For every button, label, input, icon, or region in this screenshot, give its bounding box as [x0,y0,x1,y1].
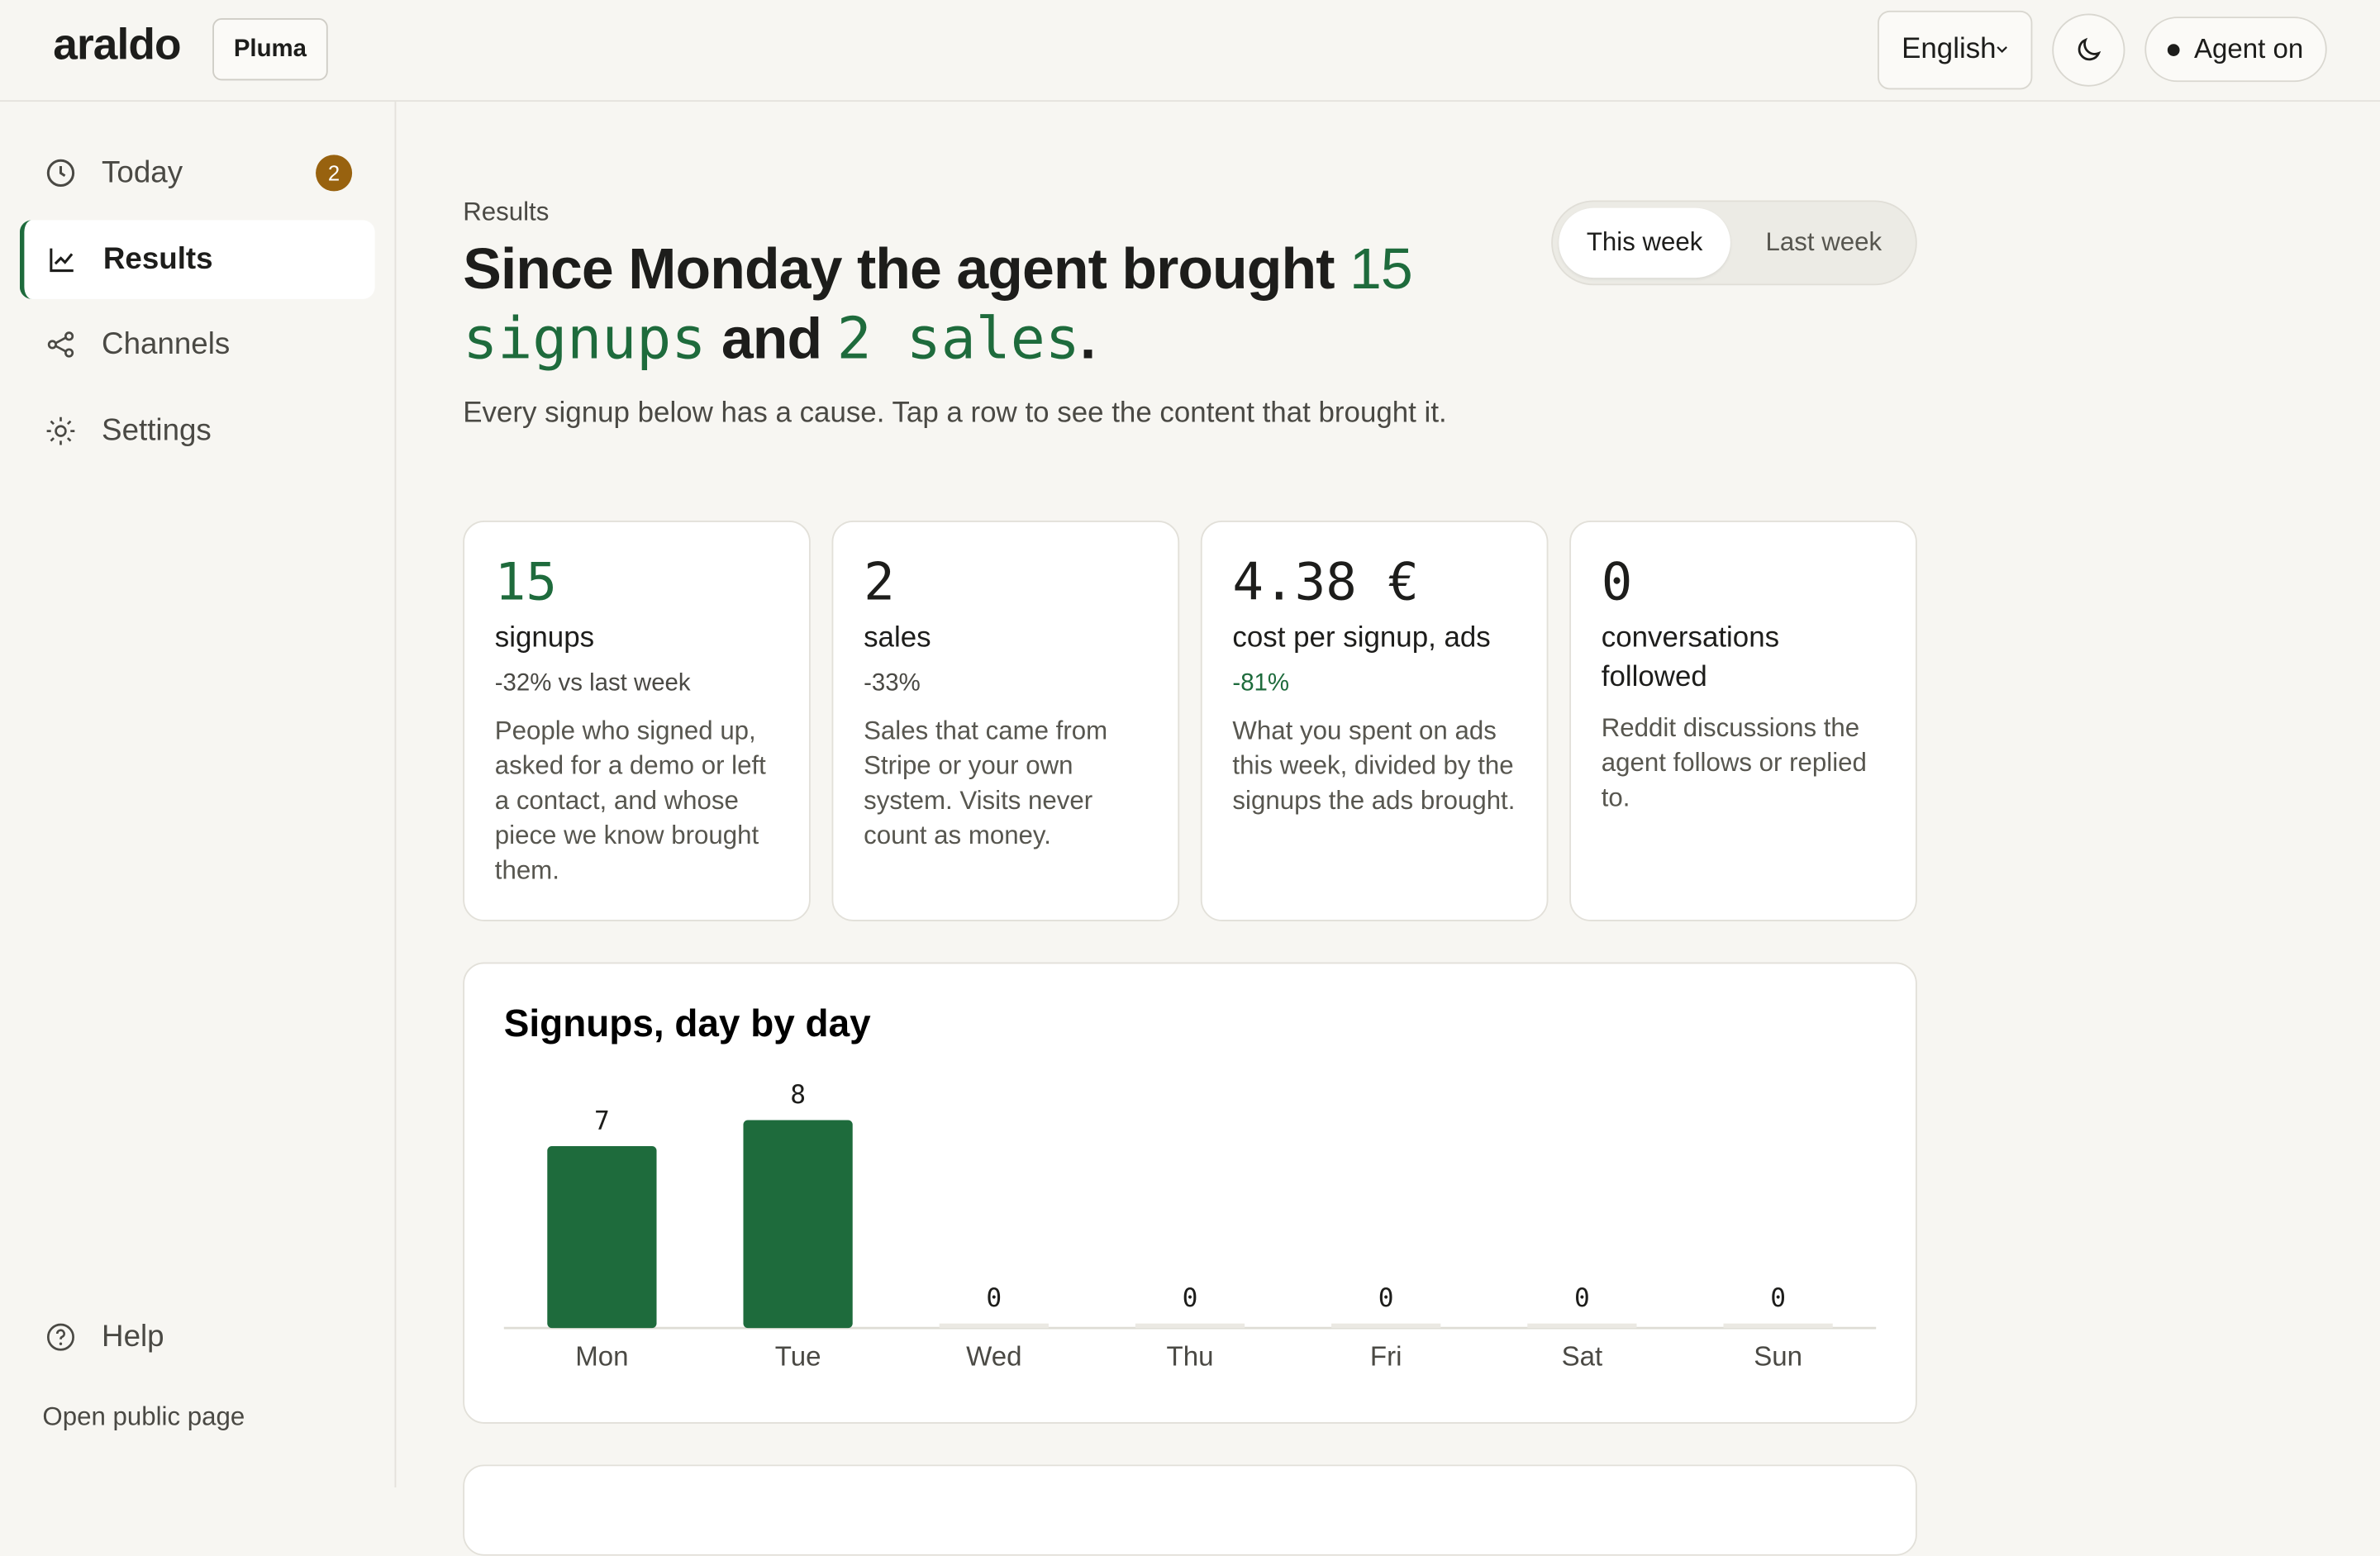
clock-icon [46,159,75,188]
kpi-label: sales [864,622,931,654]
value-label: 0 [1378,1283,1394,1313]
kpi-value: 15 [494,552,557,614]
headline-text: Since Monday the agent brought [463,238,1335,302]
bar-chart: Signups, day by day Mon 7 Tue 8 Wed 0 Thu 0 Fri 0… [503,1002,1877,1373]
chart-card: Signups, day by day Mon 7 Tue 8 Wed 0 Thu 0 Fri 0… [463,962,1917,1424]
nav-label: Today [102,155,183,189]
value-label: 0 [986,1283,1002,1313]
period-option[interactable]: Last week [1765,227,1883,257]
top-bar: araldo Pluma English Agent on [0,0,2380,102]
x-tick-label: Sat [1562,1342,1603,1373]
help-label: Help [102,1320,164,1354]
x-tick-label: Thu [1167,1342,1214,1373]
language-label: English [1902,33,1997,65]
logo[interactable]: araldo [53,21,181,70]
chart-title: Signups, day by day [504,1002,871,1044]
headline: Since Monday the agent brought 15 signup… [463,237,1526,375]
kpi-delta: -33% [864,670,921,697]
kpi-card: 4.38 € cost per signup, ads -81% What yo… [1200,521,1549,921]
value-label: 0 [1770,1283,1786,1313]
kpi-value: 4.38 € [1232,552,1420,614]
period-toggle: This week Last week [1551,200,1917,286]
value-label: 0 [1574,1283,1590,1313]
nav-item[interactable]: Today 2 [20,134,375,213]
headline-metric: signups [463,305,707,373]
help-link[interactable]: Help [20,1297,375,1377]
help-icon [46,1323,74,1351]
bar [547,1145,657,1329]
headline-text: and [721,307,822,373]
period-option[interactable]: This week [1559,207,1730,278]
bar [1331,1323,1441,1329]
headline-metric: 2 sales [836,305,1080,373]
kpi-description: Reddit discussions the agent follows or … [1601,713,1867,812]
kpi-value: 0 [1601,552,1633,614]
theme-toggle[interactable] [2052,13,2125,87]
status-dot [2168,43,2181,56]
kpi-description: People who signed up, asked for a demo o… [494,716,766,885]
kpi-label: signups [494,622,595,654]
kpi-card: 15 signups -32% vs last week People who … [463,521,811,921]
moon-icon [2078,37,2102,61]
x-tick-label: Wed [966,1342,1021,1373]
nav-badge: 2 [316,155,353,192]
kpi-description: Sales that came from Stripe or your own … [864,716,1108,850]
x-tick-label: Sun [1754,1342,1802,1373]
kpi-description: What you spent on ads this week, divided… [1232,716,1516,816]
eyebrow: Results [463,197,550,226]
x-tick-label: Tue [775,1342,821,1373]
bar [1135,1323,1245,1329]
bar [743,1120,853,1329]
kpi-label: cost per signup, ads [1232,622,1491,654]
nav-label: Settings [102,413,212,447]
value-label: 0 [1183,1283,1198,1313]
nav-item[interactable]: Results [19,220,375,299]
x-tick-label: Mon [575,1342,628,1373]
kpi-label: conversations followed [1601,622,1780,694]
bar [1723,1323,1833,1329]
value-label: 7 [594,1106,610,1136]
nav-item[interactable]: Channels [20,305,375,384]
value-label: 8 [790,1080,806,1110]
subtitle: Every signup below has a cause. Tap a ro… [463,397,1447,430]
kpi-card: 2 sales -33% Sales that came from Stripe… [831,521,1180,921]
nav-item[interactable]: Settings [20,392,375,471]
headline-text: . [1079,307,1096,373]
bar [1527,1323,1637,1329]
agent-status-label: Agent on [2193,33,2304,64]
public-page-link[interactable]: Open public page [42,1402,245,1432]
nav-label: Channels [102,326,231,361]
kpi-delta: -32% vs last week [494,670,691,697]
bar [939,1323,1049,1329]
settings-icon [46,416,75,445]
kpi-card: 0 conversations followed Reddit discussi… [1569,521,1917,921]
nav-label: Results [102,241,213,276]
headline-number: 15 [1349,238,1413,302]
language-select[interactable]: English [1878,10,2033,90]
kpi-delta: -81% [1232,670,1290,697]
kpi-value: 2 [864,552,895,614]
next-card [463,1464,1917,1556]
agent-status[interactable]: Agent on [2144,17,2327,83]
chart-icon [50,248,74,273]
chevron-icon [1997,46,2008,54]
share-icon [47,331,74,358]
x-tick-label: Fri [1370,1342,1402,1373]
sidebar [0,102,397,1488]
workspace-badge[interactable]: Pluma [212,18,328,81]
